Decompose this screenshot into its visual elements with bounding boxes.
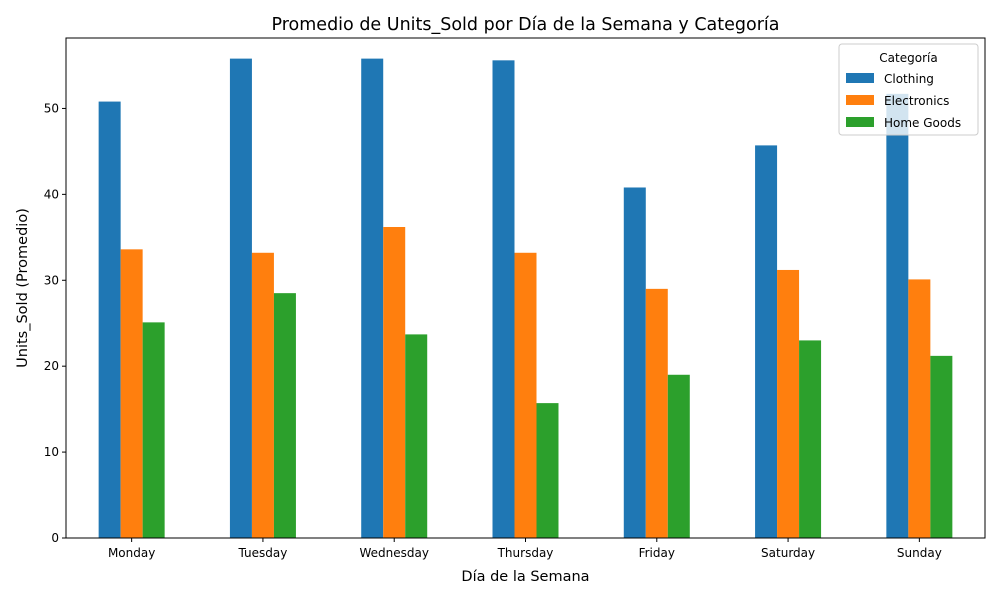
- x-axis-ticks: Monday Tuesday Wednesday Thursday Friday Satu…: [108, 538, 942, 560]
- x-tick-label: Tuesday: [238, 546, 288, 560]
- bar-home-goods-friday: [667, 374, 690, 538]
- y-tick-label: 10: [44, 445, 59, 459]
- bars-group: [98, 58, 953, 539]
- bar-clothing-sunday: [886, 93, 909, 539]
- y-axis-ticks: 0 10 20 30 40 50: [44, 101, 66, 545]
- y-tick-label: 20: [44, 359, 59, 373]
- bar-electronics-saturday: [777, 269, 800, 538]
- legend-title: Categoría: [879, 51, 937, 65]
- legend-swatch: [846, 95, 874, 105]
- bar-electronics-monday: [120, 249, 143, 538]
- legend: Categoría Clothing Electronics Home Goods: [838, 43, 979, 136]
- bar-clothing-friday: [623, 187, 646, 538]
- x-tick-label: Sunday: [897, 546, 942, 560]
- bar-clothing-tuesday: [229, 58, 252, 538]
- bar-electronics-friday: [645, 288, 668, 538]
- legend-frame: [838, 43, 979, 136]
- y-tick-label: 0: [51, 531, 59, 545]
- plot-frame: [65, 37, 986, 539]
- bar-clothing-wednesday: [361, 58, 384, 538]
- bar-home-goods-thursday: [536, 403, 559, 538]
- x-tick-label: Thursday: [497, 546, 554, 560]
- x-axis-label: Día de la Semana: [461, 569, 589, 585]
- legend-label: Clothing: [884, 72, 934, 86]
- y-tick-label: 40: [44, 187, 59, 201]
- bar-home-goods-monday: [142, 322, 165, 538]
- bar-home-goods-saturday: [799, 340, 822, 538]
- x-tick-label: Wednesday: [359, 546, 428, 560]
- bar-home-goods-sunday: [930, 355, 953, 538]
- bar-electronics-wednesday: [383, 227, 406, 539]
- y-tick-label: 50: [44, 101, 59, 115]
- legend-swatch: [846, 73, 874, 83]
- x-tick-label: Friday: [639, 546, 675, 560]
- legend-label: Electronics: [884, 94, 949, 108]
- legend-swatch: [846, 117, 874, 127]
- bar-home-goods-tuesday: [273, 293, 296, 538]
- x-tick-label: Saturday: [761, 546, 815, 560]
- legend-label: Home Goods: [884, 116, 961, 130]
- y-tick-label: 30: [44, 273, 59, 287]
- bar-electronics-thursday: [514, 252, 537, 539]
- bar-electronics-tuesday: [251, 252, 274, 539]
- y-axis-label: Units_Sold (Promedio): [15, 208, 31, 368]
- bar-clothing-monday: [98, 101, 121, 538]
- bar-home-goods-wednesday: [405, 334, 428, 538]
- chart-title: Promedio de Units_Sold por Día de la Sem…: [272, 15, 780, 35]
- bar-clothing-thursday: [492, 60, 515, 539]
- x-tick-label: Monday: [108, 546, 155, 560]
- bar-clothing-saturday: [755, 145, 778, 539]
- bar-electronics-sunday: [908, 279, 931, 538]
